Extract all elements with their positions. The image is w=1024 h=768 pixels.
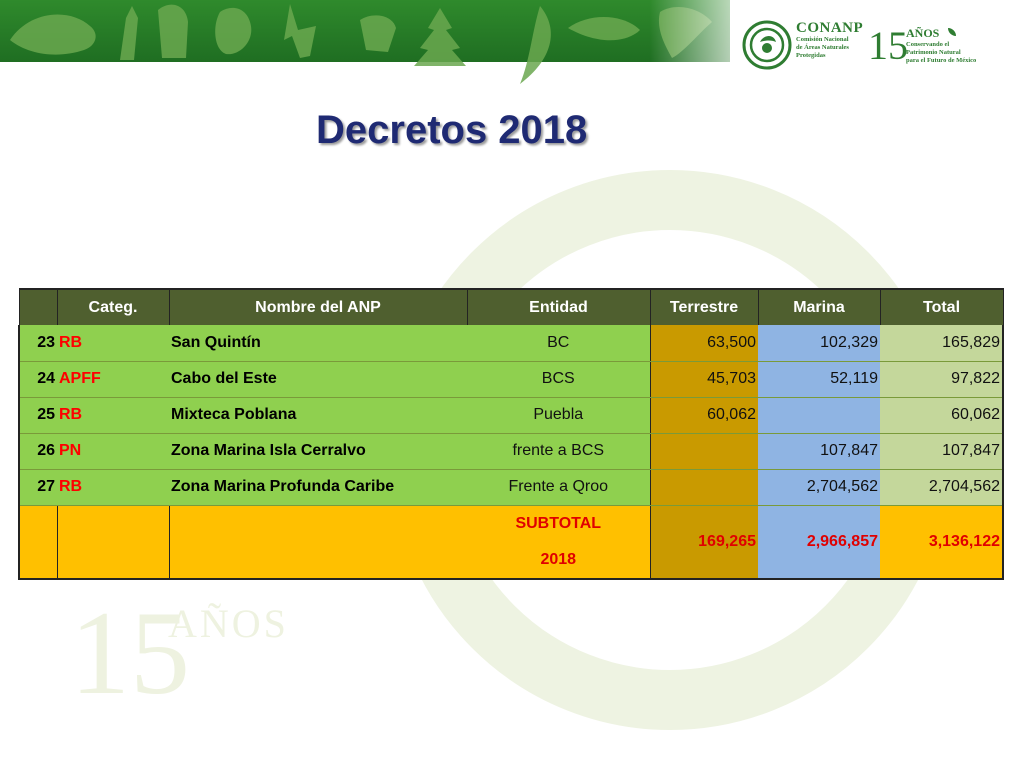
row-total: 165,829 (880, 325, 1004, 362)
decretos-table: Categ. Nombre del ANP Entidad Terrestre … (18, 288, 1004, 580)
logo-area: CONANP Comisión Nacional de Áreas Natura… (738, 18, 1018, 78)
fifteen-years-logo: 15 AÑOS Conservando el Patrimonio Natura… (868, 24, 1018, 76)
row-entidad: Frente a Qroo (467, 469, 651, 506)
row-category: PN (57, 433, 169, 470)
row-terrestre (650, 433, 758, 470)
conanp-subtitle-line: Protegidas (796, 52, 826, 59)
row-id: 23 (18, 325, 57, 362)
subtotal-empty-cell (169, 505, 467, 580)
subtotal-marina: 2,966,857 (758, 505, 880, 580)
row-entidad: BCS (467, 361, 651, 398)
row-marina: 2,704,562 (758, 469, 880, 506)
header-cell-marina: Marina (757, 288, 881, 325)
header-cell-categ: Categ. (56, 288, 170, 325)
row-anp-name: Zona Marina Profunda Caribe (169, 469, 467, 506)
table-row: 25 RB Mixteca Poblana Puebla 60,062 60,0… (18, 397, 1004, 434)
row-category: RB (57, 397, 169, 434)
row-id: 25 (18, 397, 57, 434)
row-category: RB (57, 325, 169, 362)
table-row: 23 RB San Quintín BC 63,500 102,329 165,… (18, 325, 1004, 362)
fifteen-number: 15 (868, 23, 908, 68)
slide-title: Decretos 2018 (316, 108, 588, 152)
row-terrestre: 45,703 (650, 361, 758, 398)
conanp-wordmark: CONANP Comisión Nacional de Áreas Natura… (796, 20, 914, 60)
table-row: 26 PN Zona Marina Isla Cerralvo frente a… (18, 433, 1004, 470)
header-cell-terrestre: Terrestre (649, 288, 759, 325)
row-marina: 107,847 (758, 433, 880, 470)
header-cell-index (18, 288, 58, 325)
row-terrestre: 63,500 (650, 325, 758, 362)
top-banner (0, 0, 1024, 96)
header-cell-entidad: Entidad (466, 288, 651, 325)
header-cell-nombre: Nombre del ANP (168, 288, 468, 325)
row-entidad: Puebla (467, 397, 651, 434)
row-entidad: frente a BCS (467, 433, 651, 470)
header-cell-total: Total (879, 288, 1004, 325)
row-category: APFF (57, 361, 169, 398)
table-header-row: Categ. Nombre del ANP Entidad Terrestre … (18, 288, 1004, 325)
table-row: 27 RB Zona Marina Profunda Caribe Frente… (18, 469, 1004, 506)
fifteen-subtitle: Conservando el Patrimonio Natural para e… (906, 41, 1024, 65)
conanp-subtitle-line: Comisión Nacional (796, 36, 849, 43)
fifteen-subtitle-line: Conservando el (906, 41, 950, 48)
subtotal-terrestre: 169,265 (650, 505, 758, 580)
watermark-fifteen: 15 (70, 586, 190, 719)
leaf-icon (948, 28, 956, 36)
subtotal-label: SUBTOTAL 2018 (467, 505, 651, 580)
conanp-logo-icon (742, 20, 792, 70)
row-total: 97,822 (880, 361, 1004, 398)
row-anp-name: San Quintín (169, 325, 467, 362)
row-anp-name: Mixteca Poblana (169, 397, 467, 434)
conanp-name: CONANP (796, 20, 864, 36)
row-marina: 102,329 (758, 325, 880, 362)
subtotal-empty-cell (18, 505, 58, 580)
row-anp-name: Zona Marina Isla Cerralvo (169, 433, 467, 470)
row-marina (758, 397, 880, 434)
subtotal-row: SUBTOTAL 2018 169,265 2,966,857 3,136,12… (18, 505, 1004, 580)
fifteen-anos: AÑOS (906, 26, 940, 40)
wildlife-silhouettes-icon (10, 4, 712, 84)
row-anp-name: Cabo del Este (169, 361, 467, 398)
row-total: 60,062 (880, 397, 1004, 434)
row-total: 107,847 (880, 433, 1004, 470)
row-id: 24 (18, 361, 57, 398)
conanp-subtitle-line: de Áreas Naturales (796, 44, 849, 51)
watermark-anos: AÑOS (168, 601, 289, 646)
row-id: 27 (18, 469, 57, 506)
row-terrestre: 60,062 (650, 397, 758, 434)
row-category: RB (57, 469, 169, 506)
row-total: 2,704,562 (880, 469, 1004, 506)
row-entidad: BC (467, 325, 651, 362)
row-id: 26 (18, 433, 57, 470)
subtotal-label-line2: 2018 (540, 550, 577, 568)
subtotal-empty-cell (57, 505, 170, 580)
table-row: 24 APFF Cabo del Este BCS 45,703 52,119 … (18, 361, 1004, 398)
subtotal-label-line1: SUBTOTAL (515, 514, 602, 532)
fifteen-subtitle-line: Patrimonio Natural (906, 49, 961, 56)
fifteen-subtitle-line: para el Futuro de México (906, 57, 977, 64)
row-terrestre (650, 469, 758, 506)
subtotal-total: 3,136,122 (880, 505, 1004, 580)
row-marina: 52,119 (758, 361, 880, 398)
